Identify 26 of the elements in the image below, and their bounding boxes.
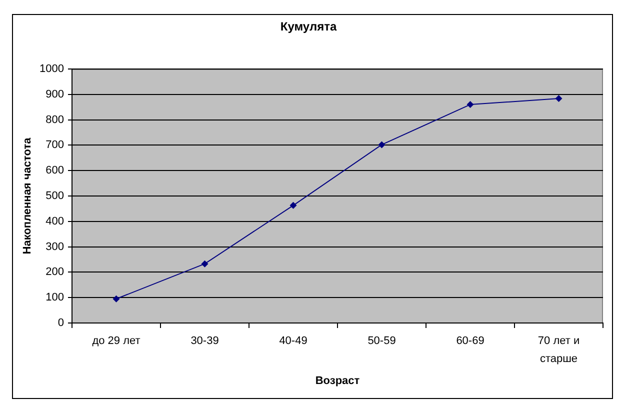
x-tick-label: 60-69	[456, 335, 484, 348]
y-tick-label: 600	[46, 164, 64, 177]
y-tick-label: 1000	[40, 63, 64, 76]
y-tick-label: 900	[46, 88, 64, 100]
x-axis-title: Возраст	[315, 375, 360, 388]
point	[378, 141, 386, 148]
point	[466, 101, 474, 108]
y-tick-label: 300	[46, 240, 64, 253]
point	[290, 202, 297, 209]
y-tick-label: 500	[46, 190, 64, 202]
x-tick-label: 40-49	[279, 335, 308, 348]
y-axis-title: Накопленная частота	[22, 136, 34, 254]
x-tick-label: до 29 лет	[92, 335, 140, 348]
y-tick-label: 800	[46, 114, 64, 126]
x-tick-label: 30-39	[190, 335, 219, 348]
chart-title: Кумулята	[280, 20, 337, 34]
point	[112, 295, 120, 302]
x-tick-label: 70 лет и старше	[538, 335, 580, 366]
point	[201, 260, 208, 268]
x-tick-label: 50-59	[368, 335, 396, 348]
point	[555, 94, 562, 102]
y-tick-label: 400	[46, 215, 64, 228]
y-tick-label: 200	[46, 266, 64, 278]
y-tick-label: 0	[58, 317, 64, 330]
y-tick-label: 100	[46, 292, 64, 304]
y-tick-label: 700	[46, 139, 64, 152]
